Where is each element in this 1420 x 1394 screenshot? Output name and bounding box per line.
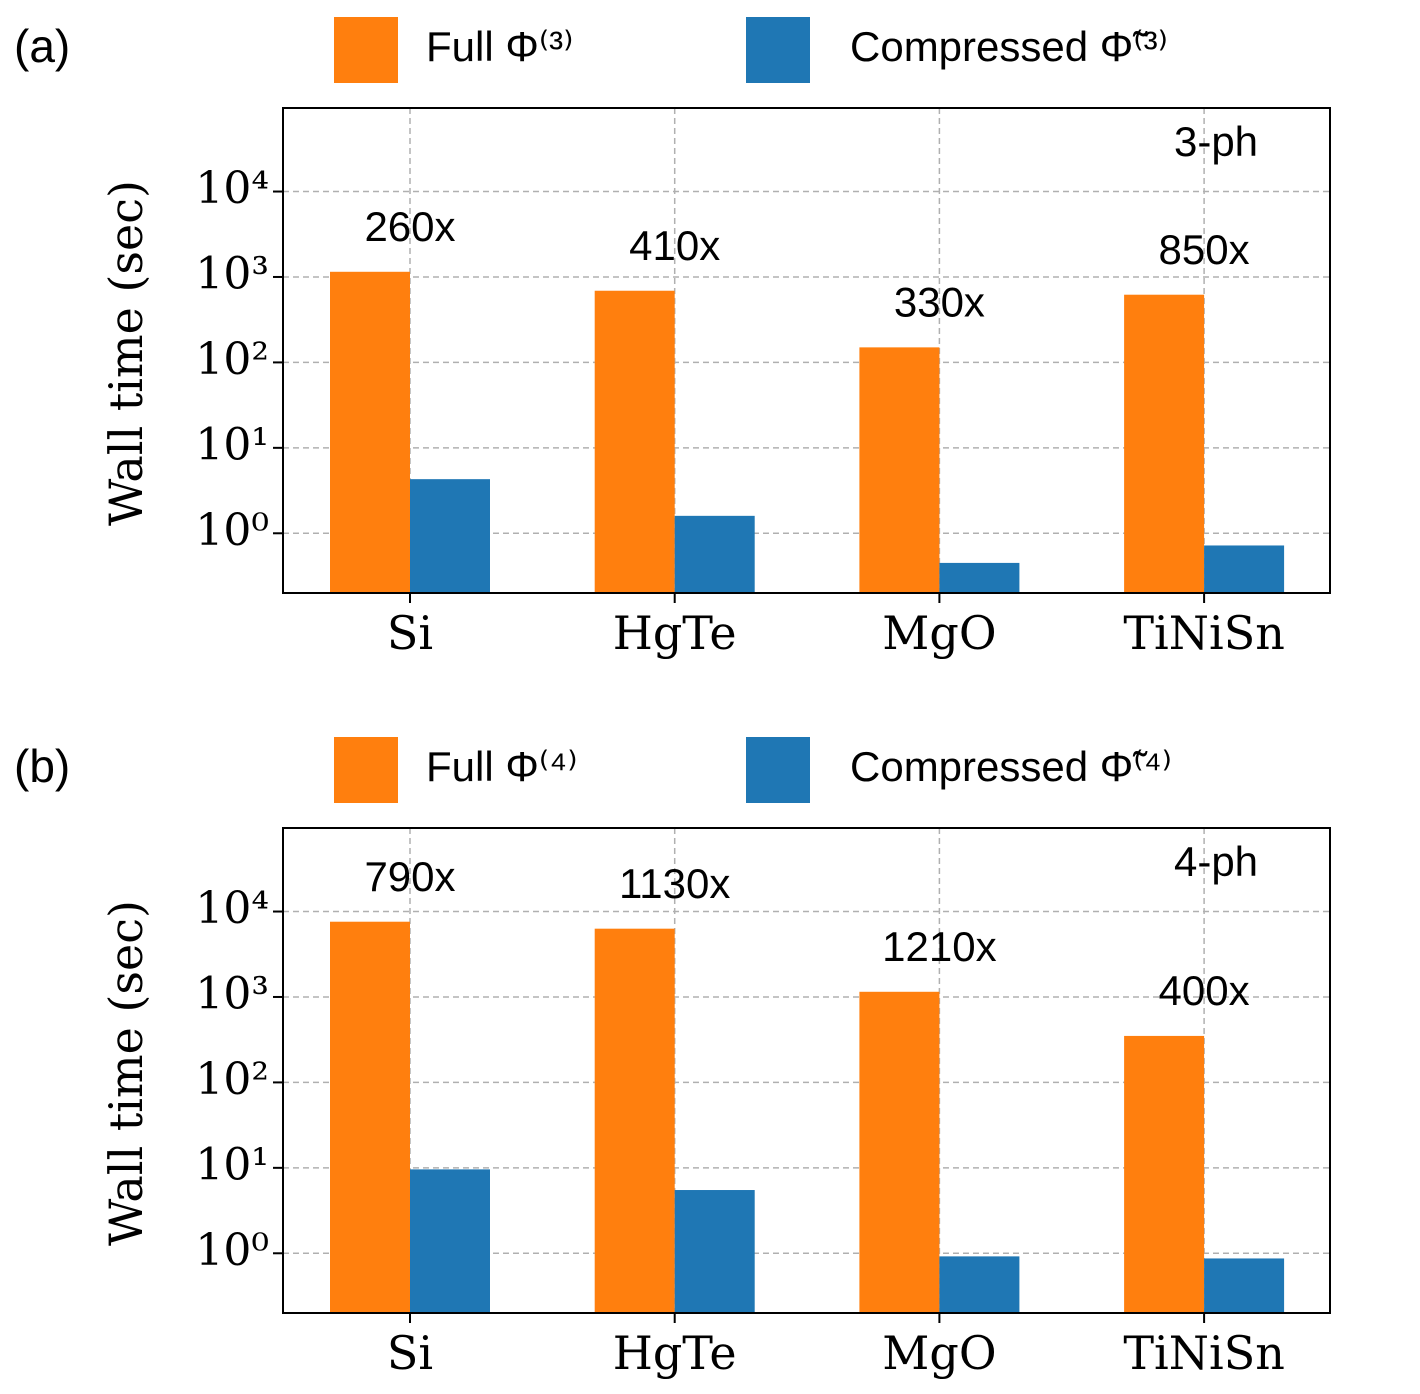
axes-frame (282, 107, 1331, 594)
annotation: 3-ph (1174, 118, 1258, 165)
x-tick-label: MgO (882, 606, 996, 660)
bar (939, 562, 1020, 593)
y-axis-label: Wall time (sec) (99, 180, 153, 526)
ratio-label: 330x (894, 278, 985, 325)
bar (330, 271, 410, 593)
bar (410, 1169, 490, 1313)
y-tick-label: 10⁰ (195, 1225, 269, 1276)
axes-frame (282, 827, 1331, 1314)
y-tick-label: 10³ (195, 248, 269, 299)
x-tick-label: TiNiSn (1123, 1326, 1285, 1380)
y-tick-label: 10⁰ (195, 505, 269, 556)
y-tick-label: 10⁴ (195, 163, 269, 214)
x-tick-label: Si (387, 1326, 433, 1380)
x-tick-label: HgTe (613, 1326, 737, 1380)
bar (594, 290, 675, 593)
bar (1204, 545, 1285, 593)
panel-label: (b) (14, 740, 70, 792)
y-tick-label: 10³ (195, 968, 269, 1019)
bar (1204, 1258, 1285, 1313)
y-axis-label: Wall time (sec) (99, 900, 153, 1246)
x-tick-label: Si (387, 606, 433, 660)
legend-label: Full Φ⁽⁴⁾ (426, 743, 578, 790)
y-tick-label: 10¹ (195, 419, 269, 470)
y-tick-label: 10⁴ (195, 883, 269, 934)
x-tick-label: MgO (882, 1326, 996, 1380)
bar (410, 479, 490, 593)
bar (1124, 1035, 1205, 1313)
legend-swatch (746, 17, 810, 83)
ratio-label: 790x (364, 853, 455, 900)
y-tick-label: 10² (195, 1054, 269, 1105)
ratio-label: 260x (364, 203, 455, 250)
y-tick-label: 10¹ (195, 1139, 269, 1190)
ratio-label: 850x (1159, 226, 1250, 273)
legend-swatch (334, 17, 398, 83)
ratio-label: 400x (1159, 967, 1250, 1014)
ratio-label: 1130x (619, 860, 730, 907)
panel-label: (a) (14, 20, 70, 72)
bar (1124, 294, 1205, 593)
y-tick-label: 10² (195, 334, 269, 385)
bar (859, 347, 940, 593)
bar (674, 515, 755, 593)
legend-label: Compressed Φ̃⁽³⁾ (850, 23, 1168, 70)
ratio-label: 410x (629, 222, 720, 269)
legend-label: Full Φ⁽³⁾ (426, 23, 573, 70)
legend-label: Compressed Φ̃⁽⁴⁾ (850, 743, 1172, 790)
ratio-label: 1210x (882, 923, 996, 970)
bar (674, 1190, 755, 1313)
annotation: 4-ph (1174, 838, 1258, 885)
x-tick-label: TiNiSn (1123, 606, 1285, 660)
bar (330, 921, 410, 1313)
bar (939, 1256, 1020, 1313)
bar (594, 928, 675, 1313)
bar (859, 991, 940, 1313)
legend-swatch (746, 737, 810, 803)
legend-swatch (334, 737, 398, 803)
x-tick-label: HgTe (613, 606, 737, 660)
